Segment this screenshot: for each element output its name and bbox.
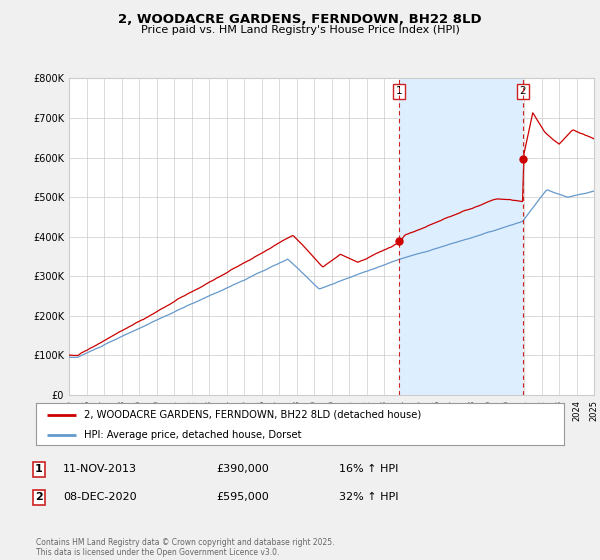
Text: 2, WOODACRE GARDENS, FERNDOWN, BH22 8LD (detached house): 2, WOODACRE GARDENS, FERNDOWN, BH22 8LD … <box>83 409 421 419</box>
Text: 2, WOODACRE GARDENS, FERNDOWN, BH22 8LD: 2, WOODACRE GARDENS, FERNDOWN, BH22 8LD <box>118 13 482 26</box>
Bar <box>399 78 523 395</box>
Text: 16% ↑ HPI: 16% ↑ HPI <box>339 464 398 474</box>
Text: 1: 1 <box>396 86 403 96</box>
Text: 08-DEC-2020: 08-DEC-2020 <box>63 492 137 502</box>
Text: Price paid vs. HM Land Registry's House Price Index (HPI): Price paid vs. HM Land Registry's House … <box>140 25 460 35</box>
Text: HPI: Average price, detached house, Dorset: HPI: Average price, detached house, Dors… <box>83 430 301 440</box>
Text: 2: 2 <box>35 492 43 502</box>
Text: £390,000: £390,000 <box>216 464 269 474</box>
Text: 2: 2 <box>519 86 526 96</box>
Text: £595,000: £595,000 <box>216 492 269 502</box>
Text: 11-NOV-2013: 11-NOV-2013 <box>63 464 137 474</box>
Text: 32% ↑ HPI: 32% ↑ HPI <box>339 492 398 502</box>
Text: Contains HM Land Registry data © Crown copyright and database right 2025.
This d: Contains HM Land Registry data © Crown c… <box>36 538 335 557</box>
Text: 1: 1 <box>35 464 43 474</box>
